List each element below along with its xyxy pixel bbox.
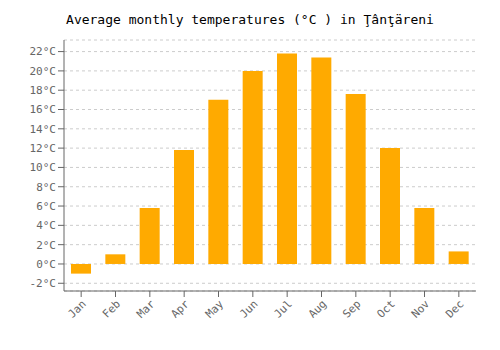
svg-text:Jun: Jun (237, 297, 260, 320)
svg-text:Mar: Mar (134, 297, 158, 321)
svg-text:12°C: 12°C (30, 142, 57, 155)
svg-text:6°C: 6°C (36, 200, 56, 213)
svg-text:Nov: Nov (409, 297, 433, 321)
svg-text:18°C: 18°C (30, 84, 57, 97)
svg-text:4°C: 4°C (36, 219, 56, 232)
svg-text:22°C: 22°C (30, 45, 57, 58)
svg-text:0°C: 0°C (36, 258, 56, 271)
svg-text:Oct: Oct (375, 297, 398, 320)
svg-text:Aug: Aug (306, 297, 329, 320)
svg-text:Apr: Apr (169, 297, 193, 321)
svg-text:16°C: 16°C (30, 103, 57, 116)
svg-text:Sep: Sep (340, 297, 363, 320)
svg-text:2°C: 2°C (36, 239, 56, 252)
svg-text:20°C: 20°C (30, 65, 57, 78)
svg-text:-2°C: -2°C (30, 277, 57, 290)
svg-text:10°C: 10°C (30, 161, 57, 174)
svg-text:Jul: Jul (272, 297, 295, 320)
svg-text:Dec: Dec (443, 297, 466, 320)
svg-text:Feb: Feb (100, 297, 123, 320)
svg-text:Jan: Jan (66, 297, 89, 320)
svg-text:8°C: 8°C (36, 181, 56, 194)
svg-text:14°C: 14°C (30, 123, 57, 136)
html-text:Average monthly temperatures (: Average monthly temperatures (°C ) in Ţâ… (66, 12, 434, 27)
svg-text:May: May (203, 297, 227, 321)
